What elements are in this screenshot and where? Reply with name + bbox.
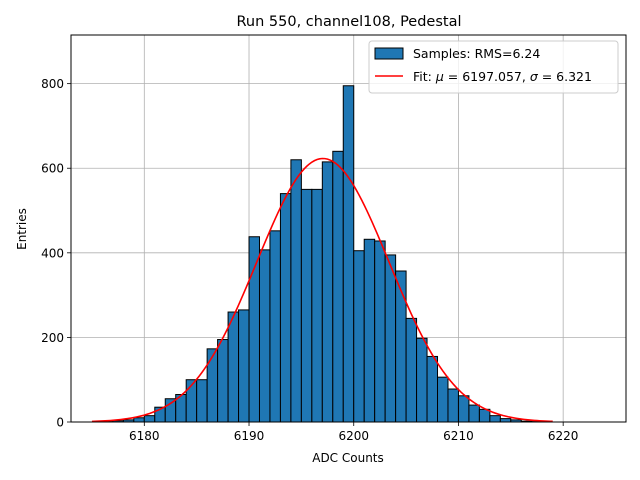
histogram-bar <box>227 311 240 423</box>
legend-fit-prefix: Fit: <box>413 69 436 84</box>
x-tick-label: 6180 <box>129 429 160 443</box>
histogram-bar <box>279 193 292 423</box>
y-axis-label: Entries <box>15 208 29 250</box>
legend-samples-label: Samples: RMS=6.24 <box>413 46 540 61</box>
plot-frame <box>70 34 627 423</box>
fit-curve-layer <box>91 157 553 423</box>
histogram-bar <box>300 188 313 423</box>
x-tick-label: 6200 <box>338 429 369 443</box>
histogram-bar <box>133 417 145 423</box>
x-tick-label: 6220 <box>548 429 579 443</box>
histogram-bar <box>206 348 219 423</box>
y-tick-label: 800 <box>41 77 64 91</box>
legend-box <box>368 40 619 94</box>
histogram-bar <box>196 379 208 423</box>
y-tick-label: 0 <box>56 416 64 430</box>
histogram-bar <box>489 415 501 423</box>
histogram-bar <box>363 238 376 423</box>
y-tick-label: 400 <box>41 246 64 260</box>
histogram-bar <box>499 418 512 423</box>
histogram-bar <box>416 337 428 423</box>
y-tick-label: 200 <box>41 331 64 345</box>
histogram-bar <box>311 188 323 423</box>
histogram-bar <box>457 395 470 423</box>
histogram-bar <box>217 339 229 423</box>
histogram-bar <box>290 159 302 423</box>
histogram-bar <box>374 240 386 423</box>
histogram-bar <box>321 161 334 423</box>
x-axis-label: ADC Counts <box>312 451 384 465</box>
histogram-bar <box>332 150 344 423</box>
x-tick-label: 6210 <box>443 429 474 443</box>
histogram-bar <box>269 230 281 423</box>
legend-sigma-value: = 6.321 <box>538 69 592 84</box>
histogram-bar <box>447 388 459 423</box>
histogram-bar <box>405 317 418 423</box>
legend-mu-symbol: μ <box>435 69 444 84</box>
y-tick-label: 600 <box>41 162 64 176</box>
histogram-bar <box>143 415 156 423</box>
axis-ticks: 6180 6190 6200 6210 6220 0 200 400 600 800 <box>41 77 578 443</box>
x-tick-label: 6190 <box>234 429 265 443</box>
histogram-bar <box>353 250 365 423</box>
histogram-bar <box>164 398 177 423</box>
fit-curve <box>91 157 553 423</box>
legend-mu-value: = 6197.057, <box>444 69 530 84</box>
histogram-bar <box>248 236 260 423</box>
legend-fit-label: Fit: μ = 6197.057, σ = 6.321 <box>413 69 592 84</box>
histogram-bar <box>384 254 397 423</box>
legend: Samples: RMS=6.24 Fit: μ = 6197.057, σ =… <box>368 40 619 94</box>
histogram-bar <box>437 376 449 423</box>
histogram-bar <box>258 249 271 423</box>
chart-title: Run 550, channel108, Pedestal <box>236 14 461 30</box>
legend-sigma-symbol: σ <box>530 69 539 84</box>
histogram-bar <box>395 270 407 423</box>
histogram-bars <box>101 85 543 423</box>
histogram-bar <box>238 309 250 423</box>
legend-samples-swatch <box>374 47 404 60</box>
histogram-bar <box>468 404 480 423</box>
histogram-bar <box>342 85 355 423</box>
histogram-bar <box>426 355 439 423</box>
